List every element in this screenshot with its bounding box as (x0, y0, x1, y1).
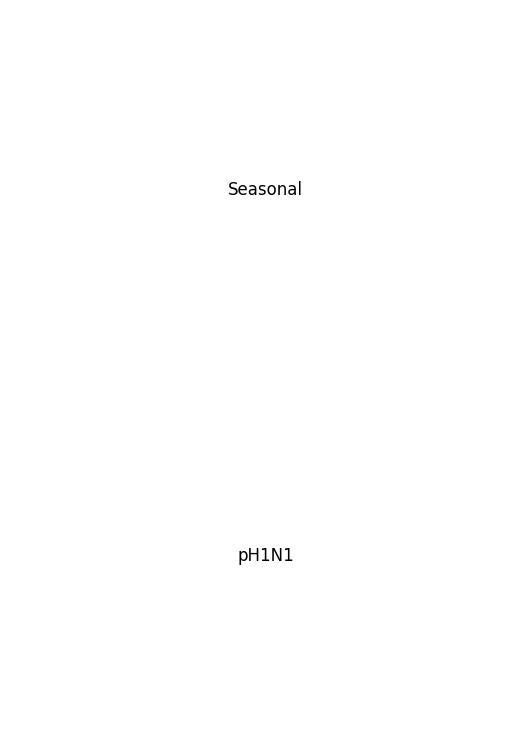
Text: Seasonal: Seasonal (228, 181, 303, 199)
Text: pH1N1: pH1N1 (237, 547, 294, 565)
